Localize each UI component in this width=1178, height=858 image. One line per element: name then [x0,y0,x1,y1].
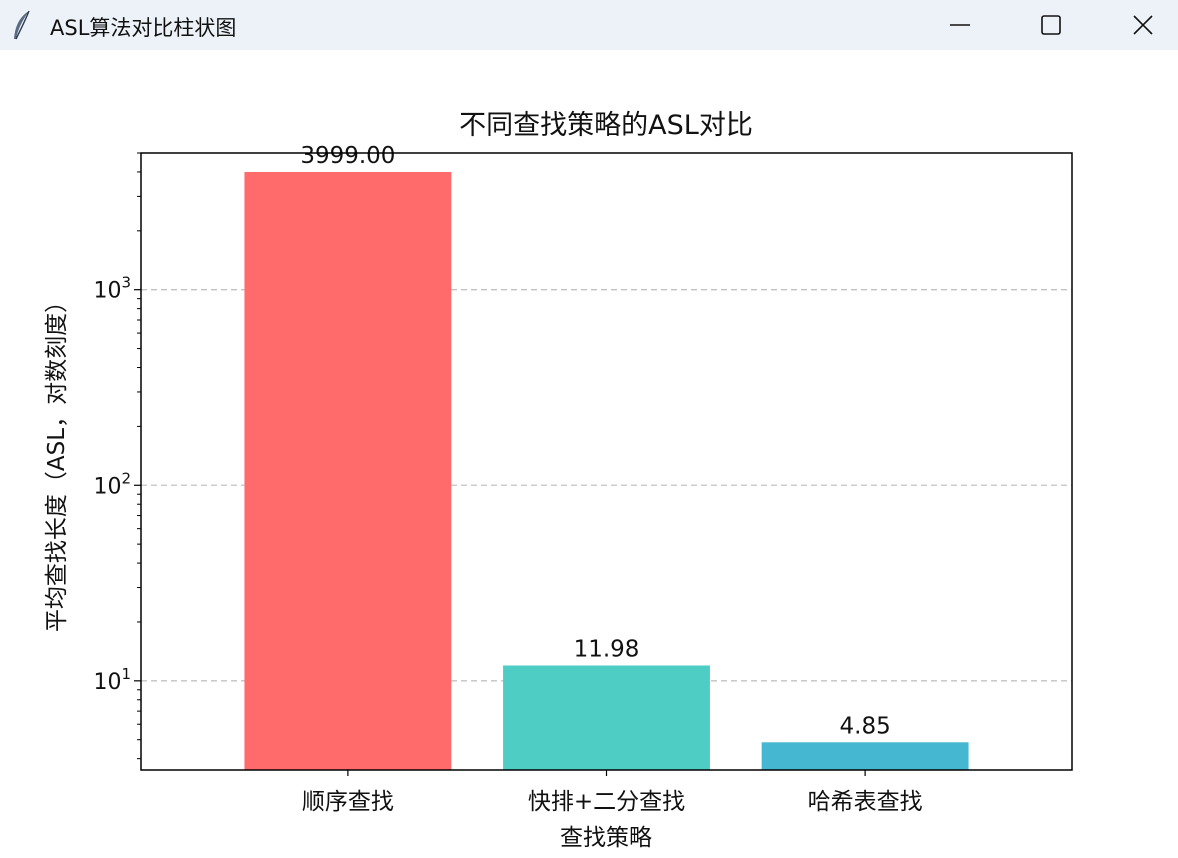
minimize-icon [950,24,970,26]
bar [244,171,452,770]
maximize-icon [1041,15,1061,35]
bar-value-label: 11.98 [574,636,640,662]
x-axis-label: 查找策略 [560,825,652,851]
bar [503,665,710,770]
minimize-button[interactable] [914,0,1006,50]
y-tick-label: 103 [93,274,131,304]
x-tick-label: 顺序查找 [302,789,394,815]
window-title: ASL算法对比柱状图 [50,16,237,40]
x-tick-label: 快排+二分查找 [528,789,685,815]
title-bar: ASL算法对比柱状图 [0,0,1178,50]
close-button[interactable] [1097,0,1178,50]
y-tick-label: 101 [93,665,131,695]
plot-area: 3999.00 顺序查找 11.98 快排+二分查找 4.85 哈希表查找 101 102 10… [93,143,1073,815]
close-icon [1133,15,1153,35]
bar-chart: 不同查找策略的ASL对比 查找策略 平均查找长度（ASL，对数刻度） 3999.… [44,110,1073,851]
plot-frame [140,152,1073,771]
bar-value-label: 3999.00 [300,143,395,169]
y-tick-label: 102 [93,469,131,499]
maximize-button[interactable] [1005,0,1097,50]
y-axis-label: 平均查找长度（ASL，对数刻度） [44,290,70,632]
x-tick-label: 哈希表查找 [808,789,923,815]
bar-value-label: 4.85 [840,713,891,739]
chart-title: 不同查找策略的ASL对比 [459,110,753,141]
bar [761,742,969,770]
chart-figure: 不同查找策略的ASL对比 查找策略 平均查找长度（ASL，对数刻度） 3999.… [0,50,1178,854]
feather-icon [10,9,34,47]
